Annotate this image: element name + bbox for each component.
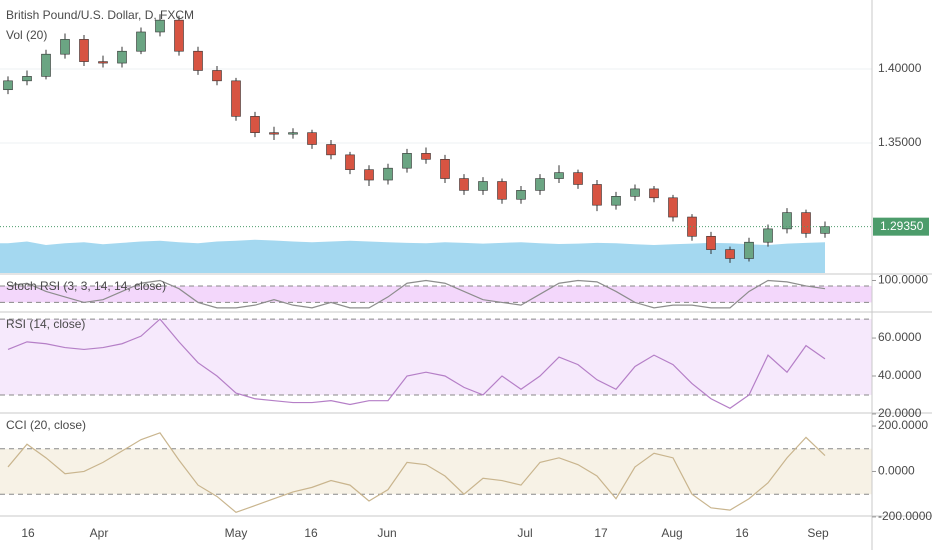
indicator-line <box>7 318 826 409</box>
x-tick-label: Aug <box>661 526 682 540</box>
candle-body <box>535 178 545 191</box>
x-tick-label: 16 <box>304 526 318 540</box>
candle-body <box>516 190 526 200</box>
candle-body <box>136 31 146 52</box>
indicator-line <box>7 279 826 309</box>
candle-body <box>421 153 431 160</box>
candle-body <box>288 132 298 135</box>
candle-body <box>79 39 89 62</box>
candle-body <box>668 197 678 218</box>
candle-body <box>307 132 317 145</box>
candle-body <box>497 181 507 200</box>
candle-body <box>801 212 811 234</box>
y-tick-label: 100.0000 <box>878 273 928 287</box>
candle-body <box>611 196 621 206</box>
candle-body <box>345 154 355 170</box>
candle-body <box>269 132 279 135</box>
candle-body <box>117 50 127 64</box>
candle-body <box>193 50 203 71</box>
pane-title: CCI (20, close) <box>6 418 86 432</box>
x-tick-label: 16 <box>735 526 749 540</box>
candle-body <box>478 181 488 191</box>
y-tick-label: 0.0000 <box>878 464 915 478</box>
candle-body <box>573 172 583 185</box>
volume-label: Vol (20) <box>6 28 47 42</box>
candle-body <box>98 61 108 64</box>
candle-body <box>60 39 70 55</box>
candle-body <box>725 249 735 259</box>
x-tick-label: May <box>225 526 248 540</box>
candle-body <box>687 216 697 237</box>
last-price-label: 1.29350 <box>880 219 924 233</box>
candle-body <box>440 158 450 179</box>
band <box>0 448 872 495</box>
volume-area <box>0 239 825 273</box>
y-tick-label: 1.35000 <box>878 135 922 149</box>
candle-body <box>459 178 469 191</box>
candle-body <box>326 144 336 156</box>
candle-body <box>174 19 184 52</box>
candle-body <box>706 235 716 250</box>
x-tick-label: 17 <box>594 526 608 540</box>
pane-title: Stoch RSI (3, 3, 14, 14, close) <box>6 279 166 293</box>
candle-body <box>402 153 412 169</box>
candle-body <box>364 169 374 181</box>
candle-body <box>231 80 241 117</box>
indicator-line <box>7 432 826 514</box>
candle-body <box>41 53 51 77</box>
candle-body <box>155 19 165 33</box>
y-tick-label: 20.0000 <box>878 406 922 420</box>
candle-body <box>782 212 792 230</box>
y-tick-label: 40.0000 <box>878 368 922 382</box>
candle-body <box>744 241 754 259</box>
last-price-box <box>873 217 929 236</box>
chart-title: British Pound/U.S. Dollar, D, FXCM <box>6 8 194 22</box>
candle-body <box>3 80 13 91</box>
band <box>0 319 872 395</box>
y-tick-label: 60.0000 <box>878 330 922 344</box>
candle-body <box>383 167 393 181</box>
y-tick-label: -200.0000 <box>878 509 932 523</box>
candle-body <box>212 70 222 82</box>
candle-body <box>820 226 830 234</box>
band <box>0 285 872 303</box>
candle-body <box>630 188 640 197</box>
x-tick-label: 16 <box>21 526 35 540</box>
x-tick-label: Sep <box>807 526 829 540</box>
x-tick-label: Apr <box>90 526 109 540</box>
candle-body <box>22 76 32 82</box>
pane-title: RSI (14, close) <box>6 317 85 331</box>
x-tick-label: Jul <box>517 526 532 540</box>
candle-body <box>592 184 602 206</box>
y-tick-label: 1.40000 <box>878 61 922 75</box>
candle-body <box>554 172 564 179</box>
candle-body <box>763 228 773 243</box>
y-tick-label: 200.0000 <box>878 418 928 432</box>
x-tick-label: Jun <box>377 526 396 540</box>
candle-body <box>250 116 260 133</box>
candle-body <box>649 188 659 199</box>
